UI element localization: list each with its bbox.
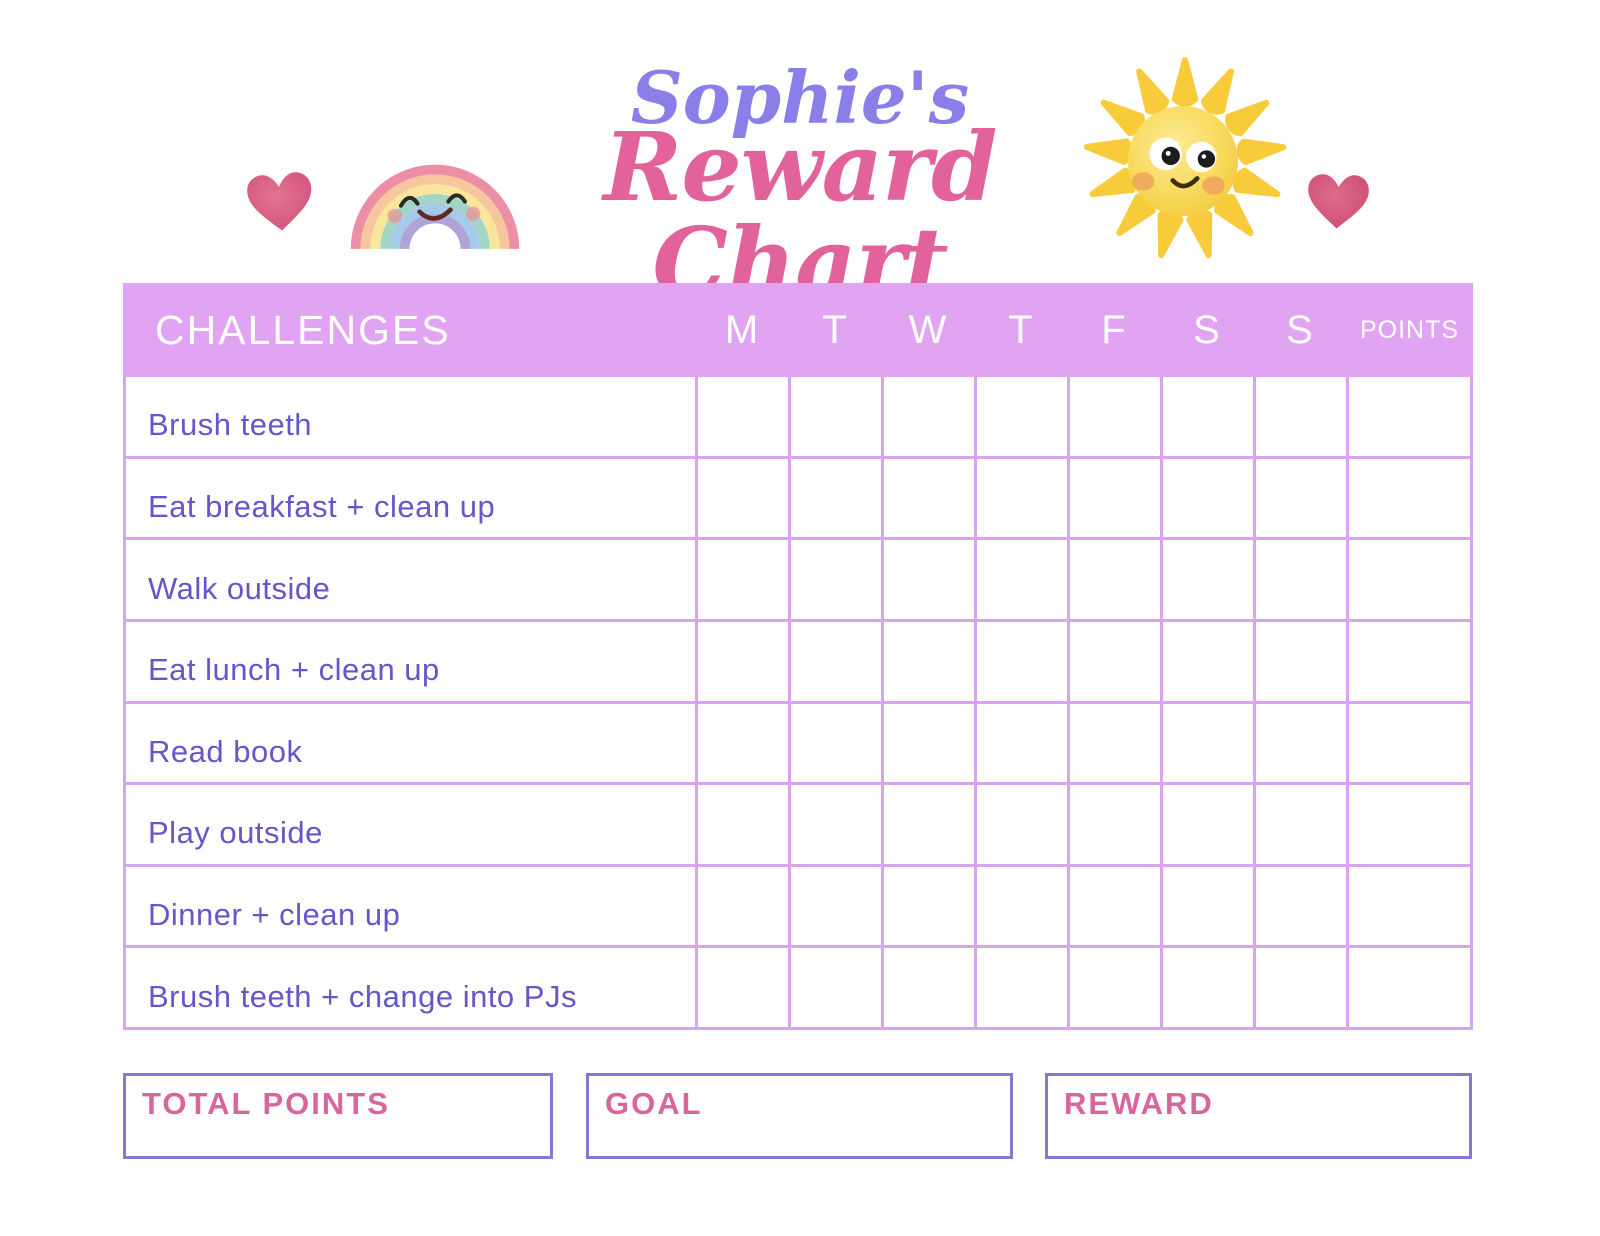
day-cell[interactable] bbox=[1067, 785, 1160, 867]
day-cell[interactable] bbox=[881, 458, 974, 541]
day-cell[interactable] bbox=[695, 785, 788, 867]
day-cell[interactable] bbox=[1253, 458, 1346, 541]
column-header-wednesday: W bbox=[881, 283, 974, 377]
page-title: Sophie's Reward Chart bbox=[490, 55, 1110, 318]
column-header-thursday: T bbox=[974, 283, 1067, 377]
heart-icon bbox=[1308, 174, 1369, 229]
column-header-friday: F bbox=[1067, 283, 1160, 377]
day-cell[interactable] bbox=[1160, 377, 1253, 459]
day-cell[interactable] bbox=[1067, 703, 1160, 786]
points-cell[interactable] bbox=[1346, 703, 1473, 786]
challenge-label: Read book bbox=[123, 703, 695, 786]
day-cell[interactable] bbox=[881, 703, 974, 786]
day-cell[interactable] bbox=[1253, 785, 1346, 867]
total-points-label: TOTAL POINTS bbox=[142, 1086, 390, 1121]
day-cell[interactable] bbox=[1253, 866, 1346, 949]
day-cell[interactable] bbox=[1160, 948, 1253, 1030]
day-cell[interactable] bbox=[1253, 377, 1346, 459]
challenge-label: Walk outside bbox=[123, 540, 695, 622]
points-cell[interactable] bbox=[1346, 621, 1473, 704]
day-cell[interactable] bbox=[974, 458, 1067, 541]
points-cell[interactable] bbox=[1346, 377, 1473, 459]
day-cell[interactable] bbox=[1067, 458, 1160, 541]
day-cell[interactable] bbox=[974, 785, 1067, 867]
day-cell[interactable] bbox=[974, 703, 1067, 786]
day-cell[interactable] bbox=[695, 703, 788, 786]
day-cell[interactable] bbox=[974, 866, 1067, 949]
challenge-label: Brush teeth + change into PJs bbox=[123, 948, 695, 1030]
day-cell[interactable] bbox=[974, 377, 1067, 459]
day-cell[interactable] bbox=[788, 948, 881, 1030]
day-cell[interactable] bbox=[881, 785, 974, 867]
day-cell[interactable] bbox=[788, 866, 881, 949]
column-header-challenges: CHALLENGES bbox=[123, 283, 695, 377]
day-cell[interactable] bbox=[974, 540, 1067, 622]
sun-icon bbox=[1083, 57, 1287, 259]
day-cell[interactable] bbox=[1160, 785, 1253, 867]
day-cell[interactable] bbox=[1253, 703, 1346, 786]
day-cell[interactable] bbox=[1067, 866, 1160, 949]
day-cell[interactable] bbox=[1067, 948, 1160, 1030]
column-header-points: POINTS bbox=[1346, 283, 1473, 377]
day-cell[interactable] bbox=[881, 866, 974, 949]
points-cell[interactable] bbox=[1346, 948, 1473, 1030]
day-cell[interactable] bbox=[1067, 621, 1160, 704]
day-cell[interactable] bbox=[1160, 621, 1253, 704]
points-cell[interactable] bbox=[1346, 785, 1473, 867]
day-cell[interactable] bbox=[695, 948, 788, 1030]
rainbow-icon bbox=[350, 164, 520, 250]
reward-box[interactable]: REWARD bbox=[1045, 1073, 1472, 1159]
challenge-label: Eat breakfast + clean up bbox=[123, 458, 695, 541]
day-cell[interactable] bbox=[1160, 540, 1253, 622]
day-cell[interactable] bbox=[695, 540, 788, 622]
reward-label: REWARD bbox=[1064, 1086, 1214, 1121]
day-cell[interactable] bbox=[695, 458, 788, 541]
day-cell[interactable] bbox=[1160, 703, 1253, 786]
points-cell[interactable] bbox=[1346, 458, 1473, 541]
day-cell[interactable] bbox=[788, 703, 881, 786]
chart-title-main: Reward Chart bbox=[603, 112, 997, 318]
day-cell[interactable] bbox=[1160, 458, 1253, 541]
day-cell[interactable] bbox=[974, 621, 1067, 704]
day-cell[interactable] bbox=[788, 621, 881, 704]
day-cell[interactable] bbox=[695, 621, 788, 704]
reward-table: CHALLENGES M T W T F S S POINTS Brush te… bbox=[123, 283, 1473, 1030]
goal-box[interactable]: GOAL bbox=[586, 1073, 1013, 1159]
heart-icon bbox=[247, 172, 312, 231]
day-cell[interactable] bbox=[881, 377, 974, 459]
day-cell[interactable] bbox=[1253, 540, 1346, 622]
day-cell[interactable] bbox=[881, 621, 974, 704]
day-cell[interactable] bbox=[788, 377, 881, 459]
challenge-label: Play outside bbox=[123, 785, 695, 867]
column-header-monday: M bbox=[695, 283, 788, 377]
day-cell[interactable] bbox=[788, 540, 881, 622]
day-cell[interactable] bbox=[1160, 866, 1253, 949]
chart-title-name: Sophie's bbox=[630, 55, 970, 140]
goal-label: GOAL bbox=[605, 1086, 703, 1121]
day-cell[interactable] bbox=[1253, 948, 1346, 1030]
day-cell[interactable] bbox=[695, 866, 788, 949]
column-header-saturday: S bbox=[1160, 283, 1253, 377]
points-cell[interactable] bbox=[1346, 866, 1473, 949]
day-cell[interactable] bbox=[1067, 540, 1160, 622]
challenge-label: Dinner + clean up bbox=[123, 866, 695, 949]
challenge-label: Eat lunch + clean up bbox=[123, 621, 695, 704]
day-cell[interactable] bbox=[1253, 621, 1346, 704]
column-header-tuesday: T bbox=[788, 283, 881, 377]
masthead: Sophie's Reward Chart bbox=[0, 0, 1600, 310]
day-cell[interactable] bbox=[881, 948, 974, 1030]
day-cell[interactable] bbox=[695, 377, 788, 459]
day-cell[interactable] bbox=[1067, 377, 1160, 459]
points-cell[interactable] bbox=[1346, 540, 1473, 622]
total-points-box[interactable]: TOTAL POINTS bbox=[123, 1073, 553, 1159]
challenge-label: Brush teeth bbox=[123, 377, 695, 459]
day-cell[interactable] bbox=[974, 948, 1067, 1030]
day-cell[interactable] bbox=[788, 458, 881, 541]
day-cell[interactable] bbox=[881, 540, 974, 622]
column-header-sunday: S bbox=[1253, 283, 1346, 377]
day-cell[interactable] bbox=[788, 785, 881, 867]
